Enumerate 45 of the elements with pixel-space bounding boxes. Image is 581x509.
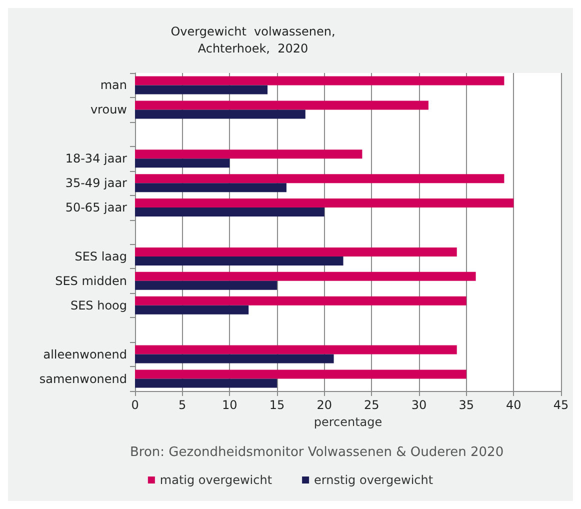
bar [135,378,277,388]
x-tick-label: 30 [411,398,427,412]
bar [135,247,457,256]
chart-title: Overgewicht volwassenen, Achterhoek, 2020 [170,24,336,56]
y-tick-label: 18-34 jaar [65,152,128,166]
bar [135,296,466,306]
bar [135,305,249,314]
bar [135,345,457,354]
bar [135,174,504,184]
bar [135,85,268,94]
y-tick-label: samenwonend [39,372,127,386]
bar [135,256,344,266]
bar [135,354,334,364]
bar [135,100,428,110]
x-tick-label: 25 [364,398,380,412]
bar [135,272,476,281]
bar [135,208,324,217]
y-tick-label: man [100,78,127,92]
x-tick-label: 10 [222,398,238,412]
bar [135,158,230,168]
y-tick-label: 35-49 jaar [65,176,128,190]
y-tick-label: alleenwonend [43,347,127,362]
bar [135,110,306,119]
x-axis-title: percentage [314,414,382,429]
x-tick-label: 0 [131,398,139,412]
bar [135,370,466,379]
x-tick-label: 20 [316,398,332,412]
y-tick-label: 50-65 jaar [65,200,128,215]
x-tick-label: 15 [269,398,285,412]
bar [135,76,504,86]
x-tick-label: 35 [458,398,474,412]
y-tick-label: SES midden [55,274,127,288]
x-tick-label: 45 [553,398,569,412]
bar [135,183,286,192]
bar [135,198,514,208]
x-tick-label: 40 [506,398,522,412]
bar [135,150,362,159]
y-tick-label: SES laag [74,249,127,264]
x-tick-label: 5 [178,398,186,412]
legend-label: matig overgewicht [160,473,272,487]
text: Bron: Gezondheidsmonitor Volwassenen & Ouderen 2020 [130,445,504,460]
legend-label: ernstig overgewicht [314,473,434,487]
bar [135,280,277,290]
y-tick-label: vrouw [90,102,128,117]
y-tick-label: SES hoog [70,298,127,312]
